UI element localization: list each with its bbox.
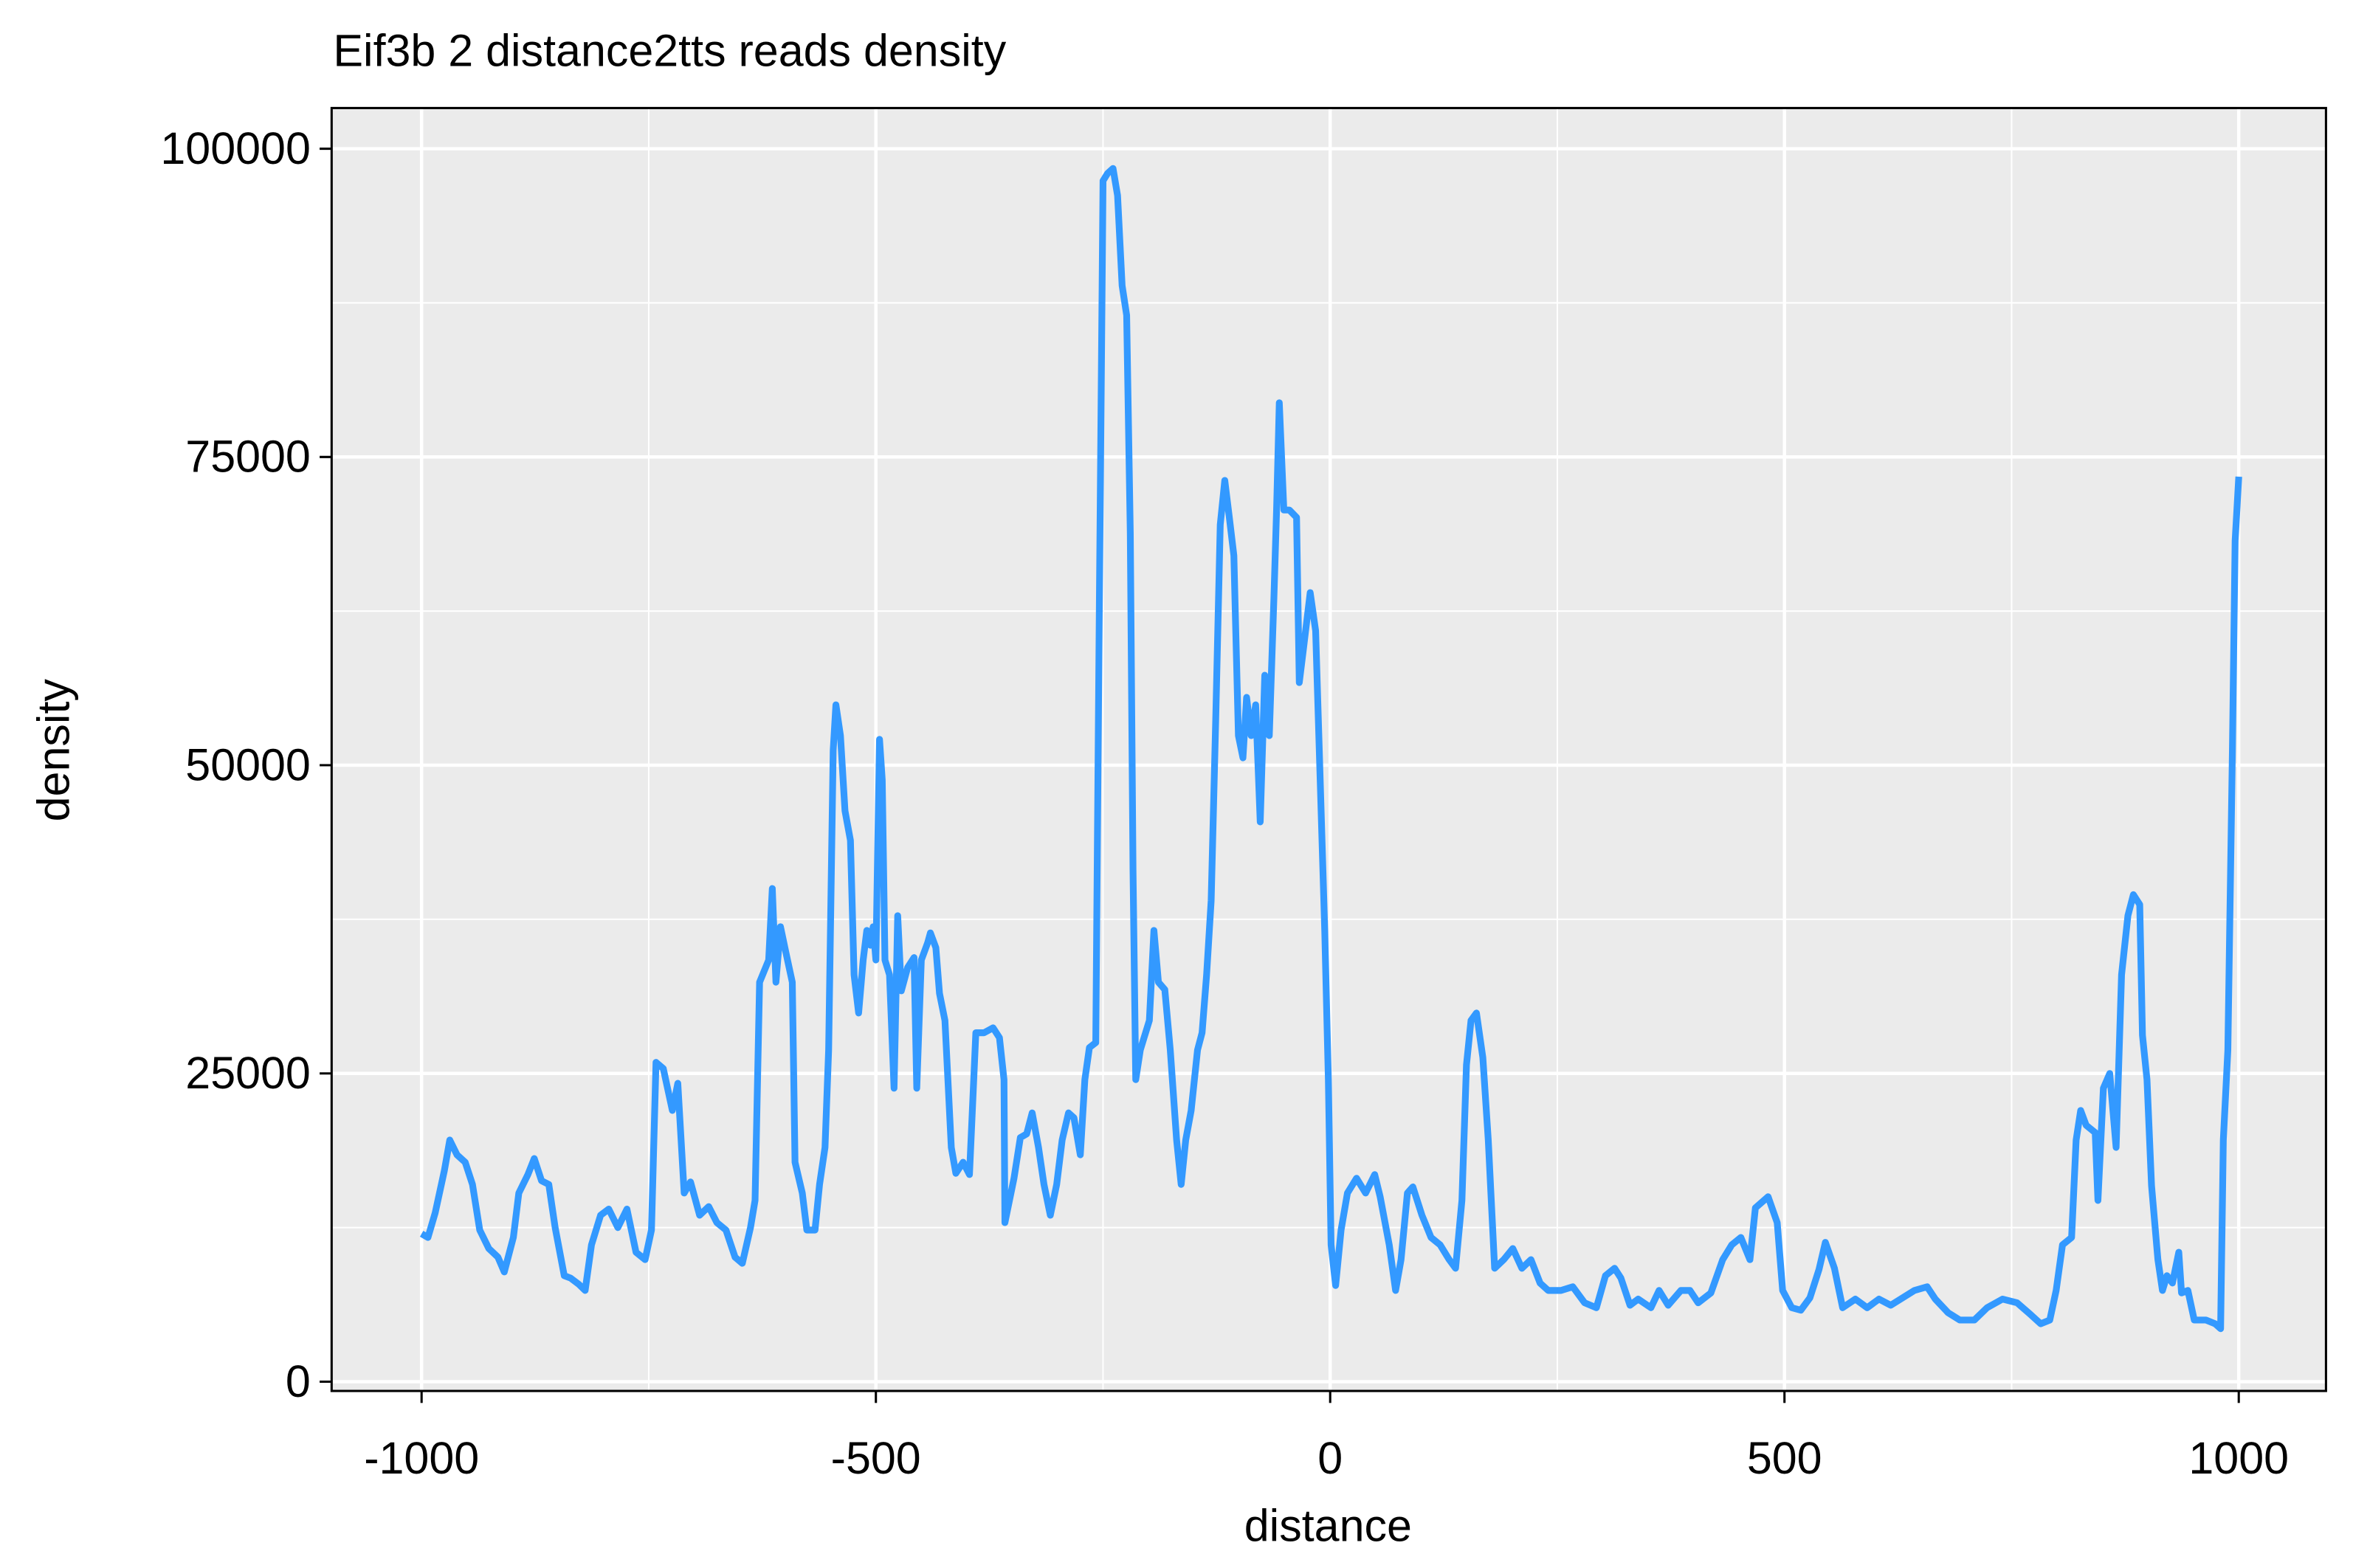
data-line (419, 165, 2242, 1333)
y-tick-label: 100000 (160, 123, 310, 173)
panel-border (330, 106, 2327, 1392)
chart-title: Eif3b 2 distance2tts reads density (333, 25, 1006, 75)
y-tick-label: 25000 (185, 1048, 311, 1098)
x-tick-label: 0 (1317, 1433, 1343, 1483)
x-axis-label: distance (1244, 1500, 1412, 1550)
y-tick-label: 50000 (185, 739, 311, 790)
x-tick-label: 1000 (2188, 1433, 2289, 1483)
series (419, 165, 2242, 1333)
x-tick-label: -1000 (364, 1433, 479, 1483)
y-tick-label: 0 (286, 1356, 311, 1406)
x-tick-label: 500 (1747, 1433, 1822, 1483)
x-tick-label: -500 (831, 1433, 921, 1483)
axes: -1000 -500 0 500 1000 0 25000 50000 75000 100000 (160, 123, 2289, 1483)
y-tick-label: 75000 (185, 432, 311, 482)
y-axis-label: density (29, 679, 79, 822)
